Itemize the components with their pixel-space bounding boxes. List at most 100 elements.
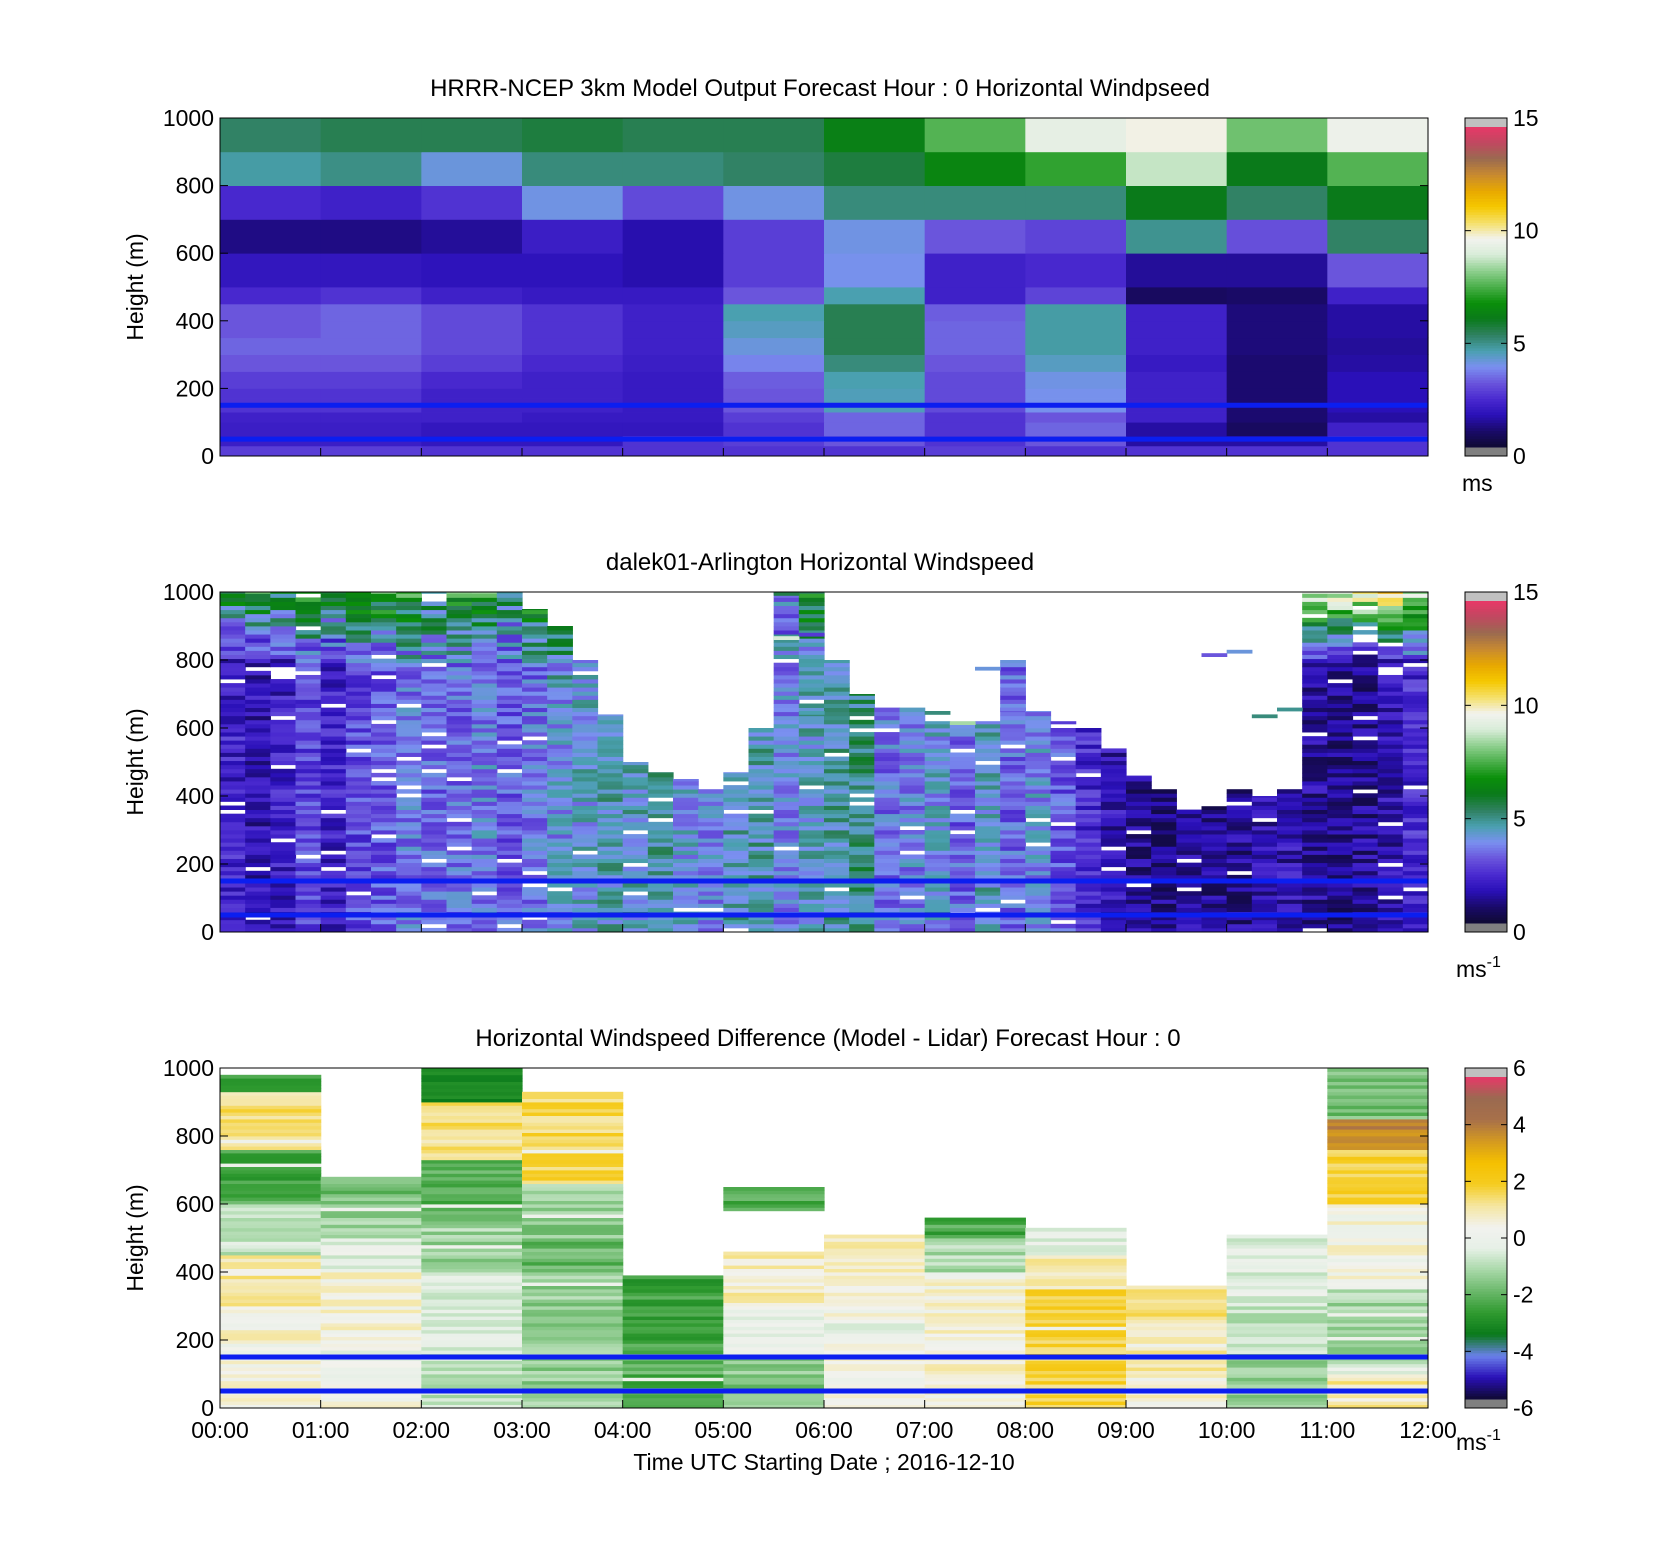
heatmap-cell [924, 752, 951, 757]
heatmap-cell [220, 1278, 322, 1283]
heatmap-cell [1126, 412, 1228, 423]
heatmap-cell [1327, 1377, 1429, 1382]
heatmap-cell [1352, 621, 1379, 627]
heatmap-cell [220, 760, 246, 766]
heatmap-cell [1050, 760, 1077, 766]
heatmap-cell [1327, 287, 1429, 305]
heatmap-cell [320, 834, 347, 839]
heatmap-cell [522, 1370, 624, 1375]
heatmap-cell [572, 748, 599, 753]
heatmap-cell [1352, 862, 1379, 868]
heatmap-cell [924, 732, 951, 737]
heatmap-cell [1377, 736, 1404, 741]
heatmap-cell [1302, 736, 1328, 741]
heatmap-cell [647, 903, 674, 908]
heatmap-cell [748, 919, 775, 925]
heatmap-cell [421, 797, 448, 802]
heatmap-cell [647, 887, 674, 892]
heatmap-cell [1352, 658, 1379, 664]
heatmap-cell [1000, 927, 1026, 933]
heatmap-cell [295, 927, 322, 933]
heatmap-cell [597, 772, 624, 778]
heatmap-cell [320, 887, 347, 892]
heatmap-cell [320, 646, 347, 651]
heatmap-cell [320, 1292, 422, 1297]
heatmap-cell [1352, 756, 1379, 762]
heatmap-cell [1302, 809, 1328, 815]
heatmap-cell [496, 891, 523, 896]
heatmap-cell [1176, 817, 1203, 823]
heatmap-cell [1327, 1136, 1429, 1140]
heatmap-cell [1226, 850, 1253, 855]
heatmap-cell [798, 711, 825, 715]
heatmap-cell [320, 1268, 422, 1273]
heatmap-cell [446, 683, 473, 688]
heatmap-cell [773, 903, 800, 908]
heatmap-cell [949, 740, 976, 745]
heatmap-cell [320, 320, 422, 339]
heatmap-cell [824, 1336, 926, 1341]
heatmap-cell [421, 337, 523, 355]
colorbar-step [1465, 260, 1507, 264]
heatmap-cell [723, 1265, 825, 1269]
heatmap-cell [547, 626, 573, 631]
heatmap-cell [1327, 1176, 1429, 1181]
heatmap-cell [446, 862, 473, 868]
heatmap-cell [1226, 842, 1253, 847]
heatmap-cell [320, 764, 347, 770]
heatmap-cell [572, 858, 599, 864]
heatmap-cell [597, 842, 624, 847]
heatmap-cell [220, 748, 246, 753]
heatmap-cell [748, 740, 775, 745]
heatmap-cell [320, 605, 347, 611]
heatmap-cell [1226, 1289, 1328, 1293]
heatmap-cell [1126, 287, 1228, 305]
heatmap-cell [446, 883, 473, 888]
heatmap-cell [723, 1251, 825, 1256]
heatmap-cell [1151, 891, 1177, 896]
heatmap-cell [345, 797, 372, 802]
heatmap-cell [295, 891, 322, 896]
heatmap-cell [622, 1404, 724, 1409]
heatmap-cell [1050, 801, 1077, 806]
heatmap-cell [849, 699, 875, 704]
heatmap-cell [220, 1122, 322, 1127]
heatmap-cell [748, 883, 775, 888]
heatmap-cell [1327, 903, 1354, 908]
heatmap-cell [220, 1244, 322, 1249]
colorbar-step [1465, 1385, 1507, 1389]
heatmap-cell [673, 923, 699, 929]
colorbar-step [1465, 375, 1507, 379]
heatmap-cell [220, 638, 246, 643]
heatmap-cell [924, 1231, 1026, 1235]
heatmap-cell [572, 719, 599, 725]
heatmap-cell [522, 1312, 624, 1317]
heatmap-cell [345, 813, 372, 819]
heatmap-cell [1277, 923, 1303, 929]
heatmap-cell [471, 728, 498, 733]
heatmap-cell [220, 1289, 322, 1293]
heatmap-cell [1176, 838, 1203, 843]
heatmap-cell [1126, 1295, 1228, 1300]
heatmap-cell [1126, 1285, 1228, 1290]
heatmap-cell [270, 597, 297, 602]
heatmap-cell [1025, 320, 1127, 339]
heatmap-cell [320, 337, 422, 355]
heatmap-cell [622, 797, 649, 802]
heatmap-cell [1025, 1350, 1127, 1354]
heatmap-cell [1327, 744, 1354, 749]
colorbar-step [1465, 305, 1507, 309]
heatmap-cell [899, 821, 926, 827]
heatmap-cell [748, 781, 775, 786]
colorbar-step [1465, 745, 1507, 750]
heatmap-cell [1126, 805, 1152, 810]
heatmap-cell [924, 1261, 1026, 1266]
heatmap-cell [1100, 883, 1127, 888]
heatmap-cell [345, 817, 372, 823]
heatmap-cell [975, 666, 1001, 671]
heatmap-cell [371, 874, 397, 880]
heatmap-cell [949, 744, 976, 749]
heatmap-cell [421, 1404, 523, 1409]
colorbar-step [1465, 896, 1507, 900]
heatmap-cell [572, 785, 599, 790]
